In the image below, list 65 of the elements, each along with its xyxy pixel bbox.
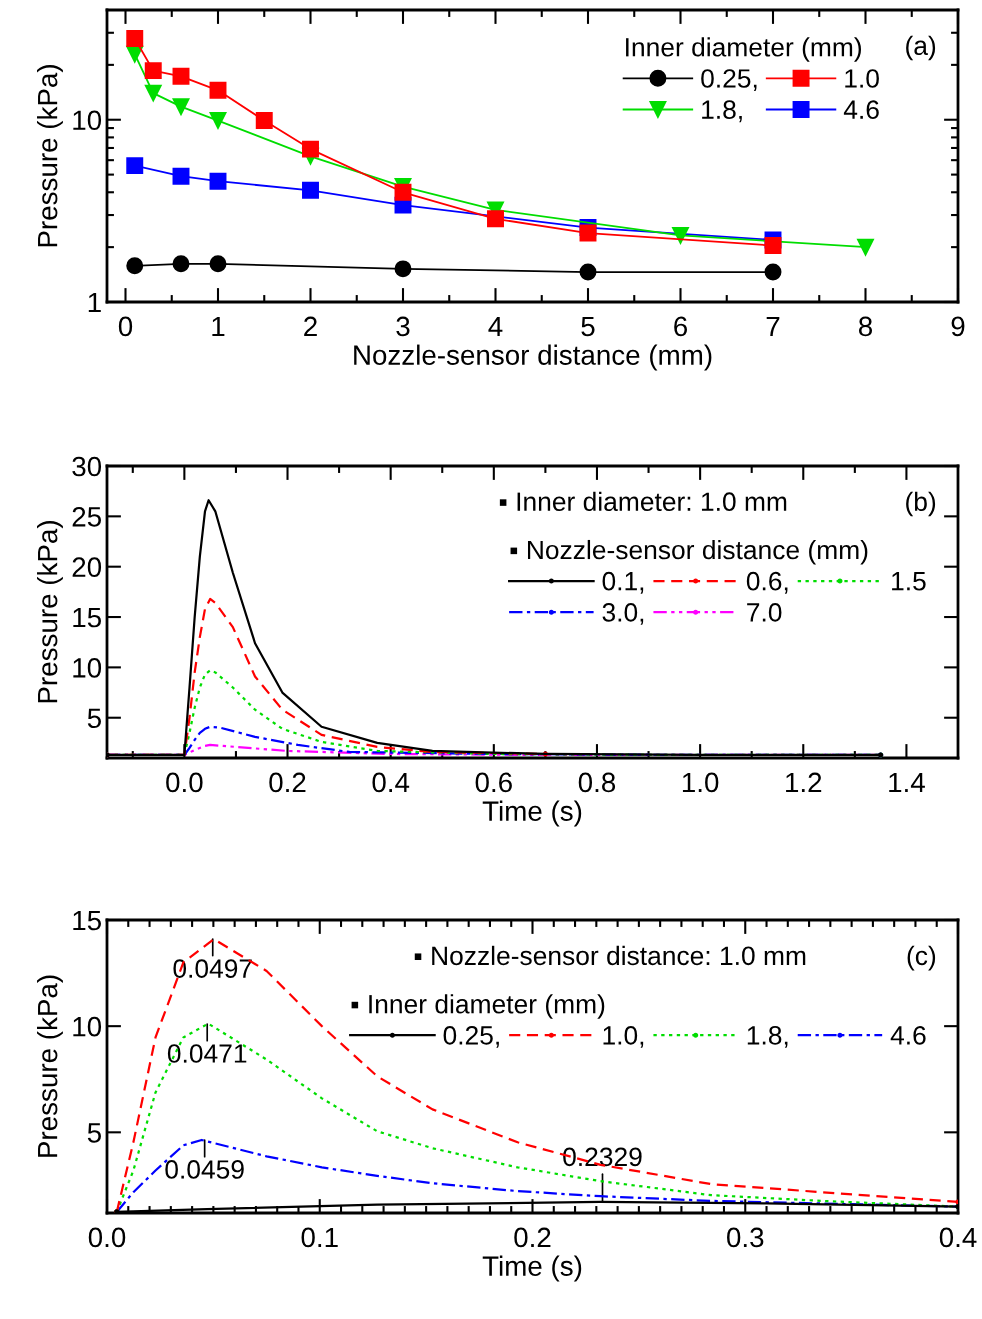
- y-tick-label: 10: [73, 1016, 102, 1037]
- legend-label: 1.8,: [747, 1026, 788, 1048]
- x-axis-title: Time (s): [482, 800, 582, 827]
- x-axis-title: Nozzle-sensor distance (mm): [354, 344, 712, 371]
- annotation: 0.0459: [165, 1160, 244, 1179]
- x-tick-label: 0: [118, 316, 133, 337]
- x-tick-label: 1.0: [682, 772, 719, 793]
- x-tick-label: 0.0: [166, 772, 203, 793]
- y-axis-title: Pressure (kPa): [37, 975, 63, 1157]
- legend-label: 0.25,: [701, 69, 757, 91]
- legend-label: 1.8,: [702, 100, 742, 123]
- x-tick-label: 7: [766, 316, 780, 337]
- legend-label: 0.1,: [602, 571, 644, 594]
- x-tick-label: 2: [304, 316, 317, 337]
- annotation: ▪ Nozzle-sensor distance: 1.0 mm: [414, 945, 806, 966]
- legend-label: 1.0: [845, 69, 879, 88]
- legend-label: 4.6: [843, 100, 879, 120]
- y-axis-title: Pressure (kPa): [37, 65, 63, 247]
- x-tick-label: 8: [858, 316, 873, 337]
- legend-title: ▪ Inner diameter (mm): [351, 994, 605, 1019]
- y-tick-label: 1: [88, 292, 101, 313]
- y-tick-label: 5: [87, 708, 101, 729]
- x-tick-label: 0.6: [475, 772, 512, 793]
- x-tick-label: 1.2: [786, 772, 822, 793]
- annotation: (b): [906, 491, 936, 517]
- y-tick-label: 25: [72, 507, 101, 527]
- legend-label: 7.0: [747, 603, 782, 622]
- y-tick-label: 30: [72, 456, 102, 477]
- annotation: (c): [907, 945, 936, 971]
- annotation: 0.0497: [173, 959, 252, 978]
- x-tick-label: 1.4: [889, 772, 925, 793]
- x-tick-label: 5: [581, 316, 595, 337]
- x-tick-label: 0.3: [727, 1227, 764, 1248]
- y-axis-title: Pressure (kPa): [37, 521, 63, 703]
- x-tick-label: 0.8: [578, 772, 616, 793]
- legend-label: 1.5: [892, 572, 926, 591]
- x-tick-label: 0.0: [88, 1227, 126, 1248]
- x-axis-title: Time (s): [482, 1255, 582, 1282]
- legend-label: 3.0,: [602, 603, 644, 625]
- x-tick-label: 0.2: [514, 1227, 551, 1248]
- x-tick-label: 6: [674, 316, 687, 337]
- legend-label: 0.25,: [443, 1026, 499, 1048]
- legend-label: 1.0,: [603, 1026, 644, 1048]
- x-tick-label: 0.4: [372, 772, 410, 793]
- y-tick-label: 15: [73, 607, 101, 628]
- y-tick-label: 5: [87, 1123, 101, 1143]
- legend-label: 0.6,: [746, 571, 788, 594]
- x-tick-label: 3: [396, 316, 410, 337]
- annotation: 0.2329: [563, 1147, 642, 1167]
- annotation: 0.0471: [167, 1044, 247, 1063]
- legend-title: Inner diameter (mm): [626, 37, 861, 62]
- annotation: (a): [906, 35, 936, 61]
- x-tick-label: 4: [488, 316, 503, 337]
- legend-title: ▪ Nozzle-sensor distance (mm): [510, 539, 868, 565]
- x-tick-label: 0.4: [939, 1227, 977, 1248]
- legend-label: 4.6: [890, 1026, 926, 1045]
- y-tick-label: 10: [73, 110, 102, 131]
- x-tick-label: 1: [212, 316, 225, 337]
- y-tick-label: 10: [73, 658, 102, 678]
- y-tick-label: 20: [72, 557, 102, 578]
- x-tick-label: 9: [951, 316, 965, 337]
- annotation: ▪ Inner diameter: 1.0 mm: [499, 491, 787, 512]
- x-tick-label: 0.1: [301, 1227, 338, 1248]
- x-tick-label: 0.2: [269, 772, 306, 793]
- y-tick-label: 15: [73, 910, 101, 931]
